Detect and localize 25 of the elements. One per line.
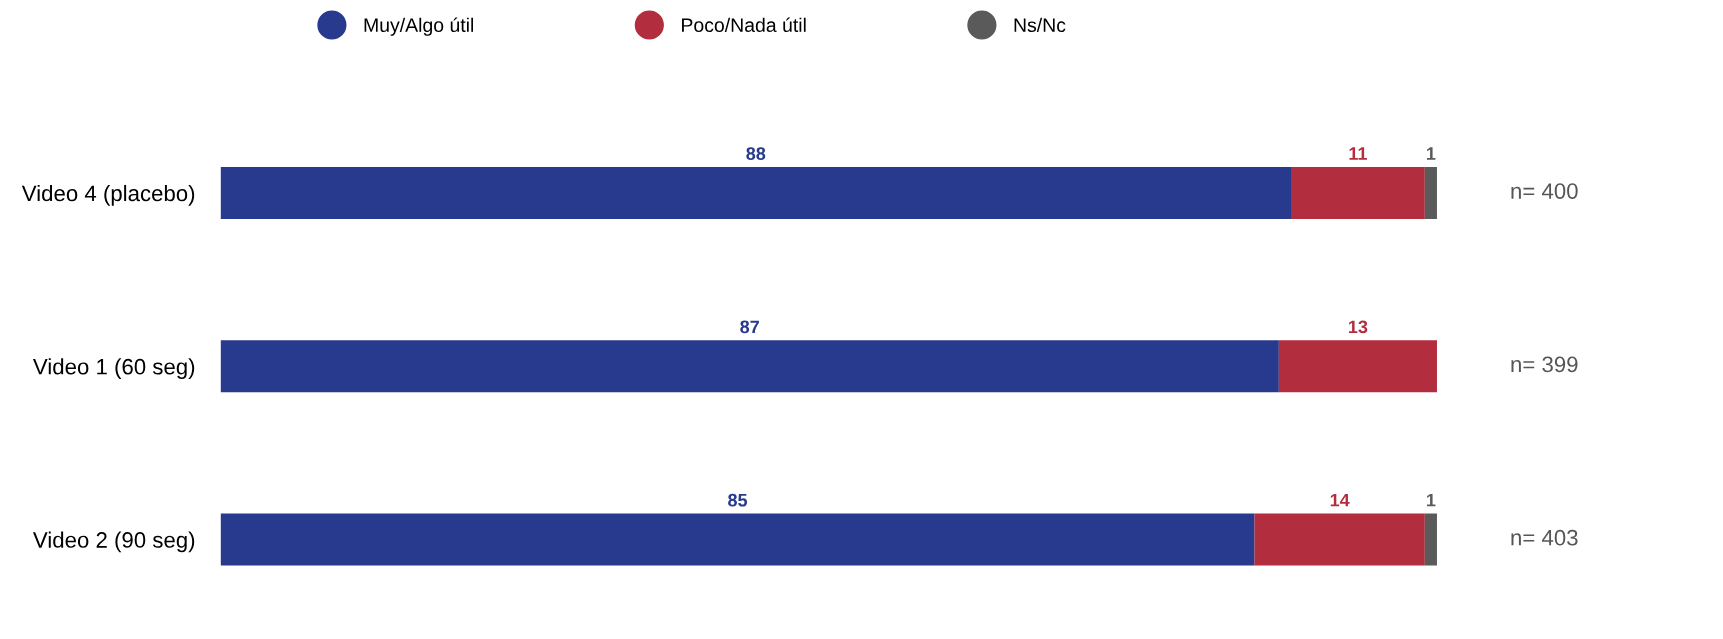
y-tick-label: Video 1 (60 seg) <box>32 358 195 379</box>
y-tick-label: Video 2 (90 seg) <box>32 531 195 553</box>
data-label: 11 <box>1349 147 1367 160</box>
bar <box>1291 167 1425 219</box>
data-label: 1 <box>1427 493 1436 507</box>
bar <box>1278 340 1437 393</box>
data-label: 85 <box>728 493 748 507</box>
data-label: 1 <box>1427 147 1436 160</box>
data-label: 14 <box>1330 493 1350 507</box>
data-label: 13 <box>1349 320 1368 334</box>
data-label: 88 <box>746 147 766 160</box>
bar <box>220 167 1292 219</box>
bar <box>1254 513 1425 566</box>
legend-label: Poco/Nada útil <box>682 17 806 33</box>
legend-label: Muy/Algo útil <box>364 17 474 36</box>
bar <box>220 340 1279 393</box>
bar <box>1424 167 1437 219</box>
legend-label: Ns/Nc <box>1014 17 1066 33</box>
text: n= 400 <box>1511 183 1578 199</box>
text: n= 399 <box>1511 356 1578 373</box>
y-tick-label: Video 4 (placebo) <box>21 184 195 206</box>
data-label: 87 <box>740 320 759 334</box>
bar <box>220 513 1255 566</box>
bar <box>1424 513 1437 566</box>
text: n= 403 <box>1511 529 1578 546</box>
